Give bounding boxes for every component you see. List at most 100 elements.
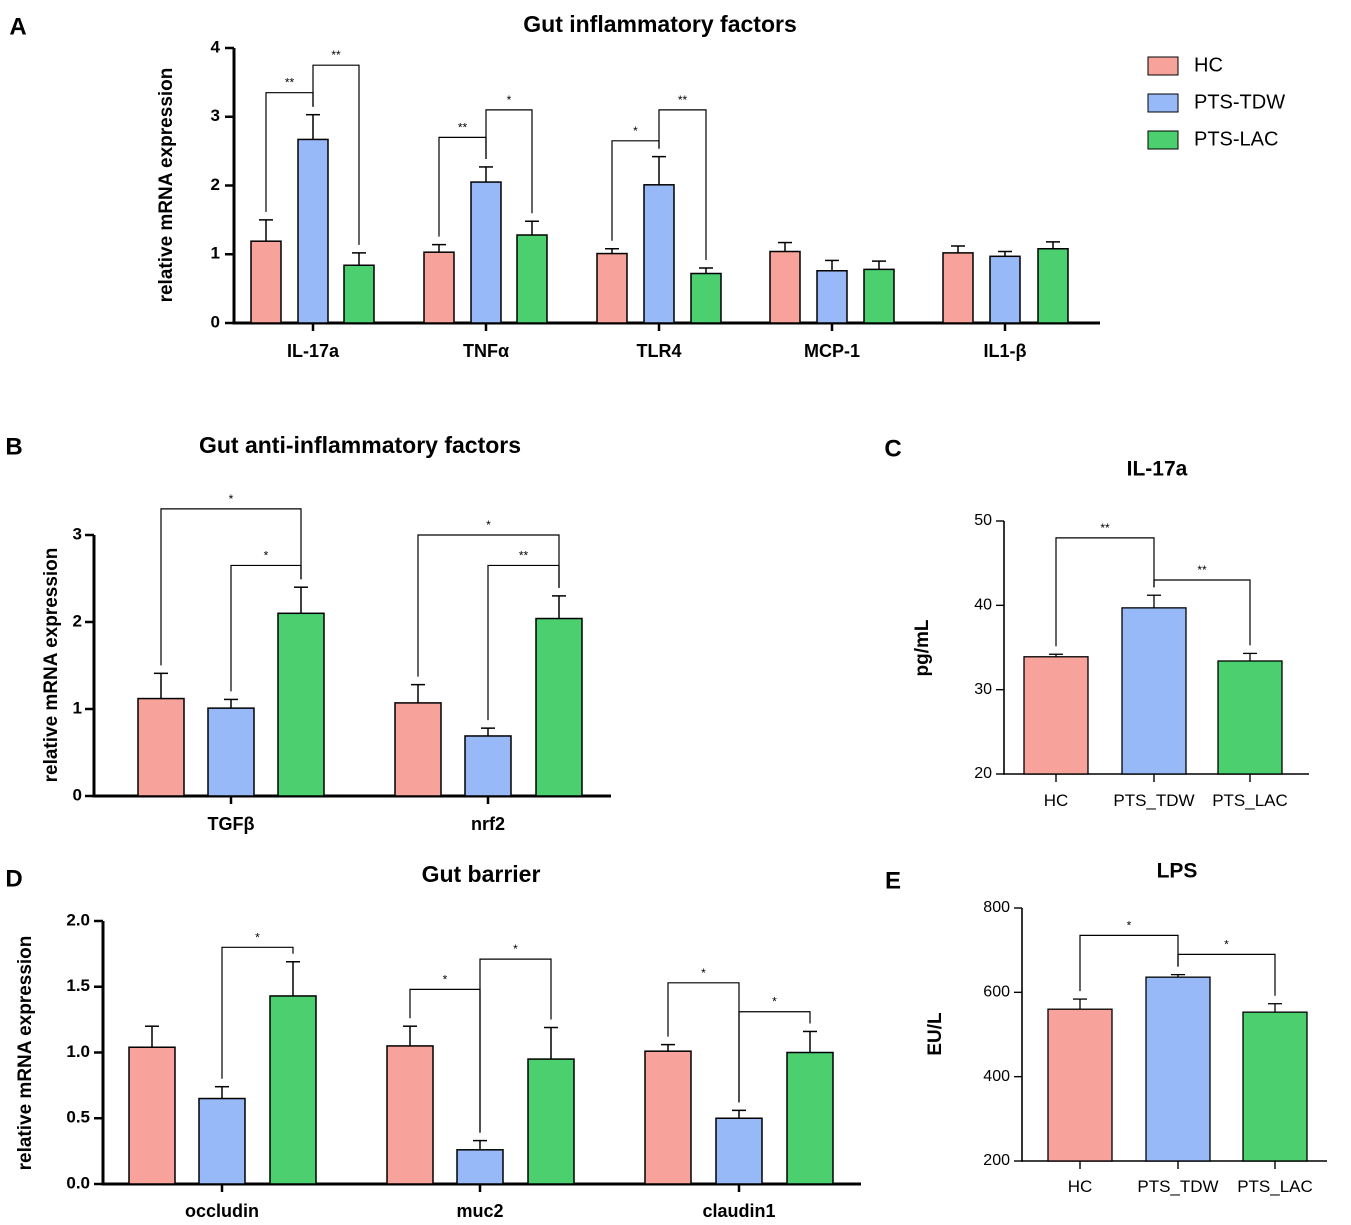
y-tick-label: 600 <box>983 984 1010 1001</box>
bar-pts-lac <box>516 234 548 324</box>
significance-bracket <box>1079 934 1179 992</box>
significance-bracket <box>738 1011 811 1103</box>
y-tick-label: 0.0 <box>66 1173 90 1192</box>
significance-bracket <box>417 534 560 677</box>
y-tick-label: 1.0 <box>66 1042 90 1061</box>
significance-label: ** <box>1100 521 1110 535</box>
chart-title: Gut inflammatory factors <box>523 11 797 37</box>
bar-hc <box>1047 1008 1113 1162</box>
bar-hc <box>394 702 442 797</box>
bar-hc <box>137 697 185 797</box>
bar-pts_tdw <box>1121 607 1187 775</box>
significance-bracket <box>221 946 294 1079</box>
bar-pts-tdw <box>715 1117 763 1185</box>
significance-label: ** <box>331 48 341 62</box>
x-tick-label: TGFβ <box>208 814 255 834</box>
panel-letter: A <box>9 13 26 40</box>
significance-label: * <box>513 942 518 956</box>
x-tick-label: TNFα <box>463 341 509 361</box>
y-tick-label: 3 <box>73 524 82 543</box>
y-tick-label: 30 <box>974 681 992 698</box>
bar-hc <box>769 250 801 324</box>
bar-hc <box>250 240 282 324</box>
significance-label: * <box>633 124 638 138</box>
y-tick-label: 1 <box>211 244 220 263</box>
significance-label: * <box>255 930 260 944</box>
significance-label: * <box>264 548 269 562</box>
bar-pts-lac <box>786 1051 834 1185</box>
significance-label: * <box>1224 937 1229 951</box>
y-tick-label: 50 <box>974 512 992 529</box>
bar-pts-tdw <box>816 270 848 324</box>
x-tick-label: claudin1 <box>702 1201 775 1221</box>
bar-pts-lac <box>527 1058 575 1185</box>
y-tick-label: 200 <box>983 1152 1010 1169</box>
bar-hc <box>423 251 455 324</box>
significance-bracket <box>485 109 533 214</box>
y-tick-label: 4 <box>211 37 221 56</box>
significance-bracket <box>487 564 560 721</box>
bar-pts-lac <box>343 264 375 324</box>
significance-label: * <box>1127 918 1132 932</box>
legend-swatch-pts-lac <box>1147 130 1179 150</box>
bar-pts-lac <box>277 612 325 797</box>
y-axis-label: relative mRNA expression <box>15 936 36 1171</box>
y-tick-label: 2 <box>211 175 220 194</box>
y-tick-label: 1.5 <box>66 976 90 995</box>
x-tick-label: PTS_LAC <box>1212 791 1288 810</box>
x-tick-label: IL1-β <box>984 341 1027 361</box>
y-tick-label: 800 <box>983 899 1010 916</box>
significance-label: ** <box>1197 563 1207 577</box>
legend-label: PTS-LAC <box>1194 128 1278 150</box>
panel-letter: D <box>5 865 22 892</box>
y-tick-label: 3 <box>211 106 220 125</box>
x-tick-label: PTS_TDW <box>1137 1177 1218 1196</box>
y-tick-label: 0 <box>211 312 220 331</box>
significance-bracket <box>230 564 302 692</box>
bar-pts-tdw <box>643 184 675 324</box>
bar-pts-tdw <box>470 181 502 324</box>
bar-pts-tdw <box>464 735 512 797</box>
legend-label: PTS-TDW <box>1194 91 1285 113</box>
legend: HC PTS-TDW PTS-LAC <box>1147 54 1285 150</box>
legend-swatch-pts-tdw <box>1147 93 1179 113</box>
bar-pts_lac <box>1242 1011 1308 1162</box>
y-tick-label: 2 <box>73 611 82 630</box>
legend-swatch-hc <box>1147 56 1179 76</box>
bar-hc <box>596 252 628 324</box>
chart-title: LPS <box>1157 860 1198 883</box>
y-tick-label: 400 <box>983 1068 1010 1085</box>
significance-label: * <box>772 995 777 1009</box>
bar-pts-lac <box>1037 248 1069 324</box>
bar-pts-lac <box>269 995 317 1185</box>
y-tick-label: 2.0 <box>66 910 90 929</box>
x-tick-label: IL-17a <box>287 341 340 361</box>
panel-a: A Gut inflammatory factors relative mRNA e… <box>9 11 1100 361</box>
panel-b: B Gut anti-inflammatory factors relative m… <box>5 432 611 834</box>
significance-bracket <box>1153 579 1251 646</box>
significance-label: ** <box>519 548 529 562</box>
x-tick-label: PTS_TDW <box>1113 791 1194 810</box>
bar-pts-lac <box>690 272 722 324</box>
panel-letter: B <box>5 433 22 460</box>
bar-hc <box>942 252 974 324</box>
panel-c: C IL-17a pg/mL 20 30 40 50 HC PTS_TDW PTS_LAC ** ** <box>884 435 1309 810</box>
significance-bracket <box>479 958 552 1133</box>
y-axis-label: pg/mL <box>912 619 933 676</box>
significance-bracket <box>312 64 360 245</box>
y-tick-label: 20 <box>974 765 992 782</box>
bar-pts-lac <box>535 617 583 797</box>
y-axis-label: EU/L <box>925 1012 946 1056</box>
significance-label: * <box>701 966 706 980</box>
significance-bracket <box>658 109 707 260</box>
x-tick-label: PTS_LAC <box>1237 1177 1313 1196</box>
significance-bracket <box>160 508 302 666</box>
significance-label: ** <box>678 93 688 107</box>
significance-label: ** <box>458 120 468 134</box>
bar-pts_tdw <box>1145 976 1211 1162</box>
panel-letter: C <box>884 435 901 462</box>
bar-pts-tdw <box>207 707 255 797</box>
panel-e: E LPS EU/L 200 400 600 800 HC PTS_TDW PTS_LAC * * <box>885 860 1327 1196</box>
x-tick-label: occludin <box>185 1201 259 1221</box>
